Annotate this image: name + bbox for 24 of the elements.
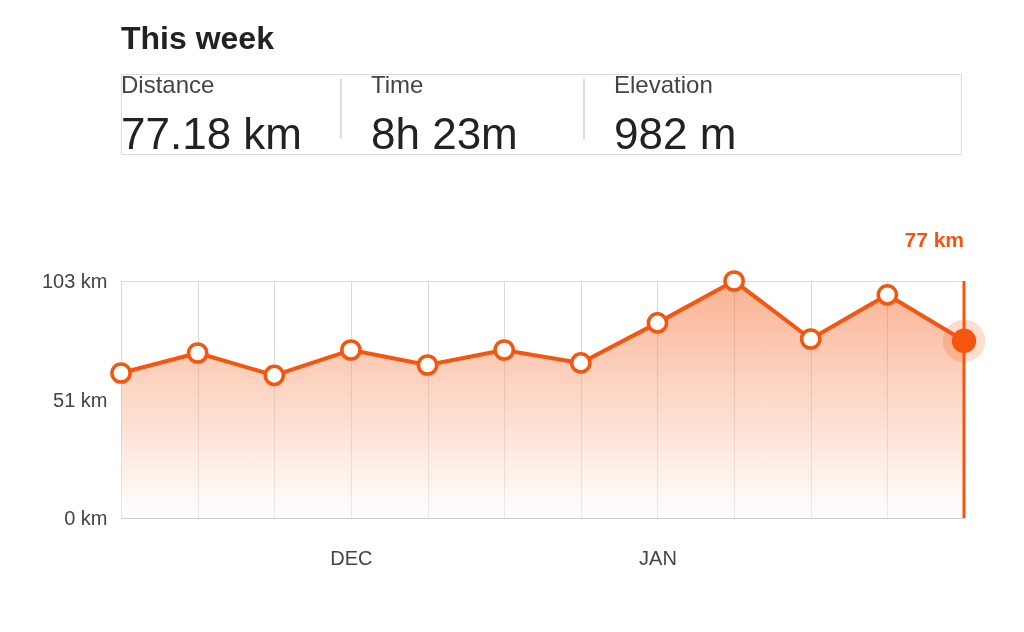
text: Elevation — [614, 71, 713, 98]
text: Time — [371, 71, 424, 98]
y-tick-label: 0 km — [64, 506, 108, 529]
y-tick-label: 103 km — [41, 269, 108, 292]
point — [799, 328, 822, 350]
point — [340, 339, 362, 361]
x-tick-label: JAN — [639, 546, 677, 569]
text: 77 km — [904, 228, 964, 251]
text: Distance — [121, 71, 215, 98]
point — [876, 283, 899, 306]
y-tick-label: 51 km — [53, 389, 108, 412]
chart-title: This week — [121, 20, 275, 56]
point — [186, 342, 209, 364]
point — [493, 339, 516, 361]
point — [416, 354, 439, 376]
point — [110, 362, 132, 384]
point — [646, 312, 669, 334]
point — [263, 364, 286, 387]
point — [723, 270, 745, 292]
text: 982 m — [614, 109, 737, 158]
text: 77.18 km — [121, 109, 302, 158]
text: 8h 23m — [371, 109, 518, 158]
x-tick-label: DEC — [330, 546, 373, 569]
point — [569, 352, 592, 374]
